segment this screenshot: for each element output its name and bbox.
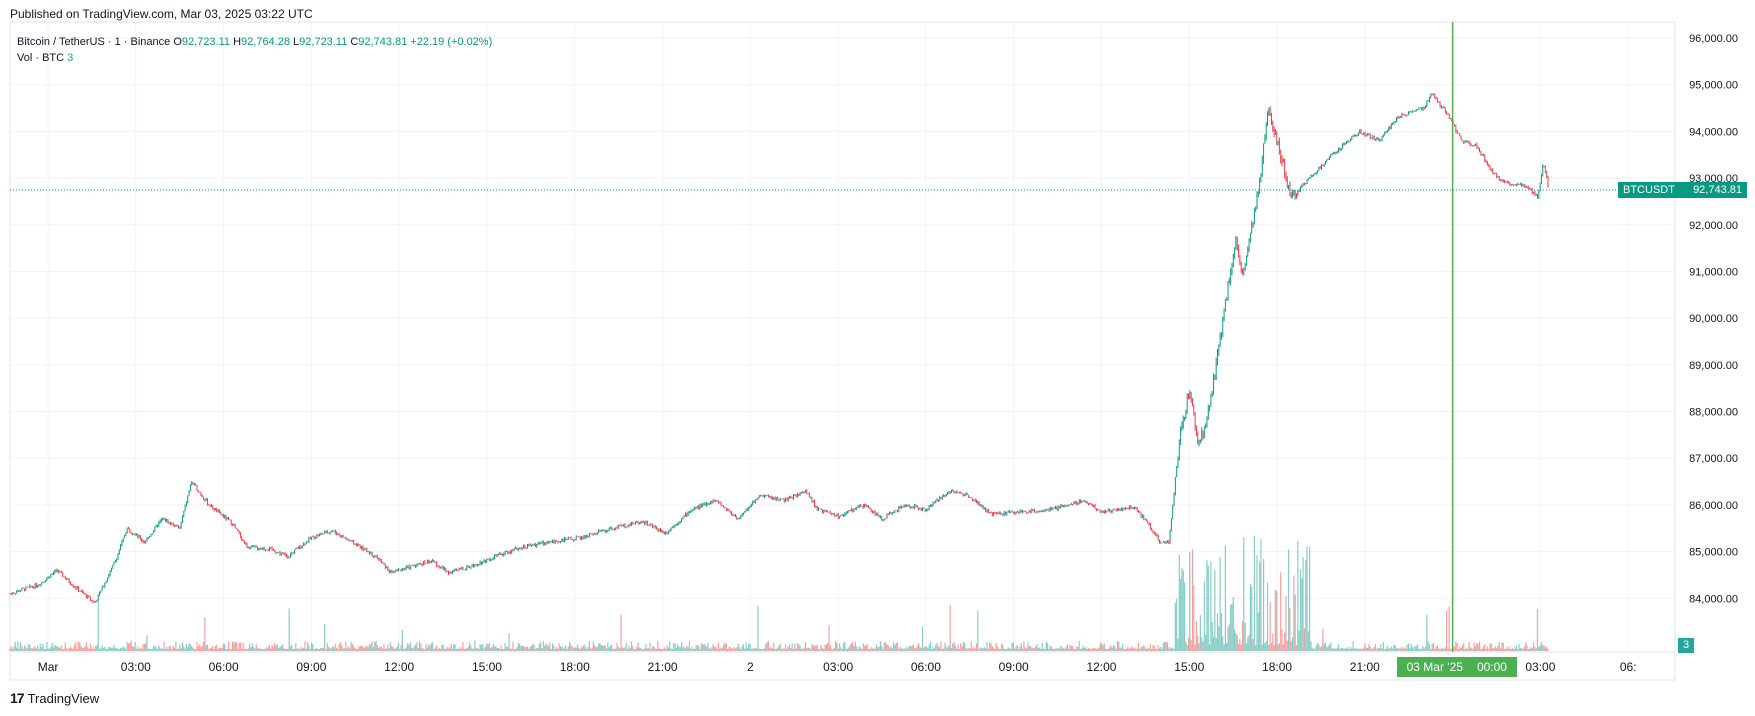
- legend-open-value: 92,723.11: [181, 36, 231, 48]
- chart-grid: [9, 21, 1676, 681]
- y-tick-label: 92,000.00: [1689, 220, 1738, 232]
- plot-frame: [9, 21, 1676, 681]
- x-tick-label: 12:00: [1086, 660, 1116, 674]
- x-tick-label: 18:00: [1262, 660, 1292, 674]
- y-tick-label: 85,000.00: [1689, 547, 1738, 559]
- legend-volume-value: 3: [67, 52, 74, 64]
- x-tick-label: 21:00: [648, 660, 678, 674]
- footer-branding[interactable]: 17 TradingView: [10, 690, 99, 706]
- y-tick-label: 84,000.00: [1689, 593, 1738, 605]
- time-axis[interactable]: Mar 03:00 06:00 09:00 12:00 15:00 18:00 21:00 2 0…: [38, 660, 1637, 674]
- legend-close-label: C: [350, 36, 359, 48]
- chart-overlays: [10, 22, 1675, 652]
- legend-high-label: H: [233, 36, 242, 48]
- x-tick-label: 09:00: [999, 660, 1029, 674]
- x-tick-label: Mar: [38, 660, 59, 674]
- x-tick-label: 03:00: [121, 660, 151, 674]
- x-tick-label: 09:00: [296, 660, 326, 674]
- legend-low-value: 92,723.11: [299, 36, 348, 48]
- y-tick-label: 90,000.00: [1689, 313, 1738, 325]
- legend-close-value: 92,743.81: [358, 36, 408, 48]
- x-tick-label: 15:00: [1174, 660, 1204, 674]
- tradingview-logo-icon: 17: [10, 690, 25, 706]
- crosshair-date: 03 Mar '25: [1406, 660, 1463, 674]
- legend-open-label: O: [173, 36, 182, 48]
- y-tick-label: 86,000.00: [1689, 500, 1738, 512]
- y-tick-label: 91,000.00: [1689, 266, 1738, 278]
- x-tick-label: 03:00: [823, 660, 853, 674]
- legend-low-label: L: [293, 36, 300, 48]
- x-tick-label: 12:00: [384, 660, 414, 674]
- candles: [9, 92, 1549, 603]
- legend-high-value: 92,764.28: [241, 36, 290, 48]
- footer-brand-name: TradingView: [27, 690, 100, 706]
- y-tick-label: 89,000.00: [1689, 360, 1738, 372]
- x-tick-label: 2: [747, 660, 754, 674]
- published-caption: Published on TradingView.com, Mar 03, 20…: [10, 7, 313, 21]
- x-tick-label: 06:: [1620, 660, 1637, 674]
- crosshair-time: 00:00: [1476, 660, 1507, 674]
- crosshair-time-label: 03 Mar '25 00:00: [1396, 657, 1517, 677]
- x-tick-label: 21:00: [1350, 660, 1380, 674]
- legend-volume-label[interactable]: Vol · BTC: [17, 52, 65, 64]
- y-tick-label: 96,000.00: [1689, 33, 1738, 45]
- volume-bars: [9, 535, 1549, 651]
- x-tick-label: 06:00: [911, 660, 941, 674]
- x-tick-label: 18:00: [560, 660, 590, 674]
- y-tick-label: 94,000.00: [1689, 126, 1738, 138]
- legend-symbol[interactable]: Bitcoin / TetherUS · 1 · Binance: [17, 36, 171, 48]
- last-price-label: 92,743.81: [1676, 182, 1747, 199]
- y-tick-label: 88,000.00: [1689, 407, 1738, 419]
- price-symbol-label: BTCUSDT: [1618, 182, 1680, 199]
- x-tick-label: 06:00: [209, 660, 239, 674]
- price-axis[interactable]: 84,000.00 85,000.00 86,000.00 87,000.00 88,0…: [1689, 33, 1738, 605]
- y-tick-label: 95,000.00: [1689, 80, 1738, 92]
- chart-legend: Bitcoin / TetherUS · 1 · Binance O92,723…: [17, 34, 492, 66]
- x-tick-label: 15:00: [472, 660, 502, 674]
- y-tick-label: 87,000.00: [1689, 453, 1738, 465]
- x-tick-label: 03:00: [1525, 660, 1555, 674]
- volume-value-label: 3: [1678, 638, 1695, 653]
- legend-change: +22.19 (+0.02%): [410, 36, 493, 48]
